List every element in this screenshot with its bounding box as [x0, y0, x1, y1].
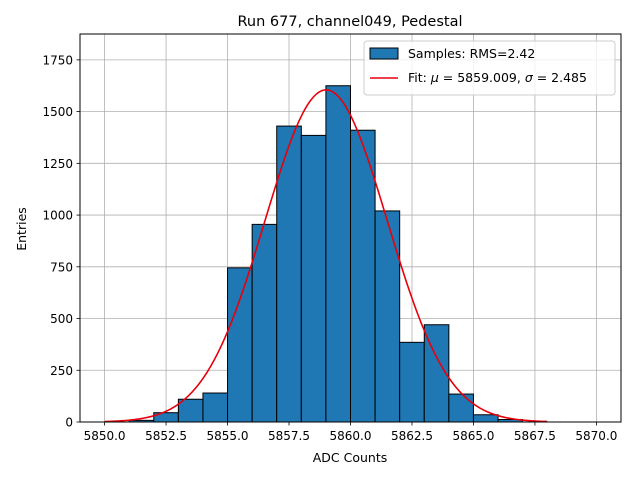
histogram-bar: [251, 223, 278, 423]
histogram-bar: [472, 414, 499, 423]
y-axis-ticks: 0 250 500 750 1000 1250 1500 1750: [42, 53, 80, 430]
legend-samples-label: Samples: RMS=2.42: [408, 46, 535, 61]
histogram-bar: [300, 134, 327, 423]
y-tick-label: 1500: [42, 105, 73, 119]
x-tick-label: 5850.0: [84, 429, 126, 443]
histogram-bar: [399, 341, 425, 423]
histogram-bar: [448, 393, 474, 423]
x-tick-label: 5865.0: [452, 429, 494, 443]
histogram-bar: [227, 267, 253, 423]
x-tick-label: 5867.5: [514, 429, 556, 443]
fit-curve-group: [104, 89, 548, 423]
x-axis-label: ADC Counts: [313, 450, 388, 465]
y-tick-label: 1750: [42, 53, 73, 67]
legend-fit-mu-value: = 5859.009,: [439, 70, 525, 85]
legend-fit-prefix: Fit:: [408, 70, 431, 85]
histogram-bar: [177, 398, 204, 423]
legend: Samples: RMS=2.42 Fit: μ = 5859.009, σ =…: [363, 40, 616, 96]
legend-fit-sigma-value: = 2.485: [533, 70, 587, 85]
x-tick-label: 5857.5: [268, 429, 310, 443]
x-tick-label: 5870.0: [575, 429, 617, 443]
y-tick-label: 750: [50, 260, 73, 274]
legend-fit-mu-symbol: μ: [430, 70, 439, 85]
histogram-bar: [350, 129, 376, 423]
y-tick-label: 1250: [42, 157, 73, 171]
x-tick-label: 5862.5: [391, 429, 433, 443]
chart-title: Run 677, channel049, Pedestal: [237, 14, 462, 30]
legend-fit-sigma-symbol: σ: [525, 70, 534, 85]
y-tick-label: 500: [50, 312, 73, 326]
legend-fit-label: Fit: μ = 5859.009, σ = 2.485: [408, 70, 587, 85]
y-tick-label: 1000: [42, 209, 73, 223]
y-axis-label: Entries: [14, 207, 29, 251]
histogram-bar: [374, 210, 401, 423]
legend-box: [363, 40, 616, 96]
legend-samples-swatch: [369, 47, 399, 60]
y-tick-label: 250: [50, 364, 73, 378]
histogram-bars: [128, 85, 524, 423]
histogram-bar: [325, 85, 351, 423]
x-tick-label: 5855.0: [207, 429, 249, 443]
histogram-bar: [202, 392, 229, 423]
y-tick-label: 0: [65, 416, 73, 430]
fit-curve: [104, 89, 548, 423]
x-axis-ticks: 5850.0 5852.5 5855.0 5857.5 5860.0 5862.5 5865…: [84, 422, 617, 443]
x-tick-label: 5860.0: [330, 429, 372, 443]
x-tick-label: 5852.5: [145, 429, 187, 443]
